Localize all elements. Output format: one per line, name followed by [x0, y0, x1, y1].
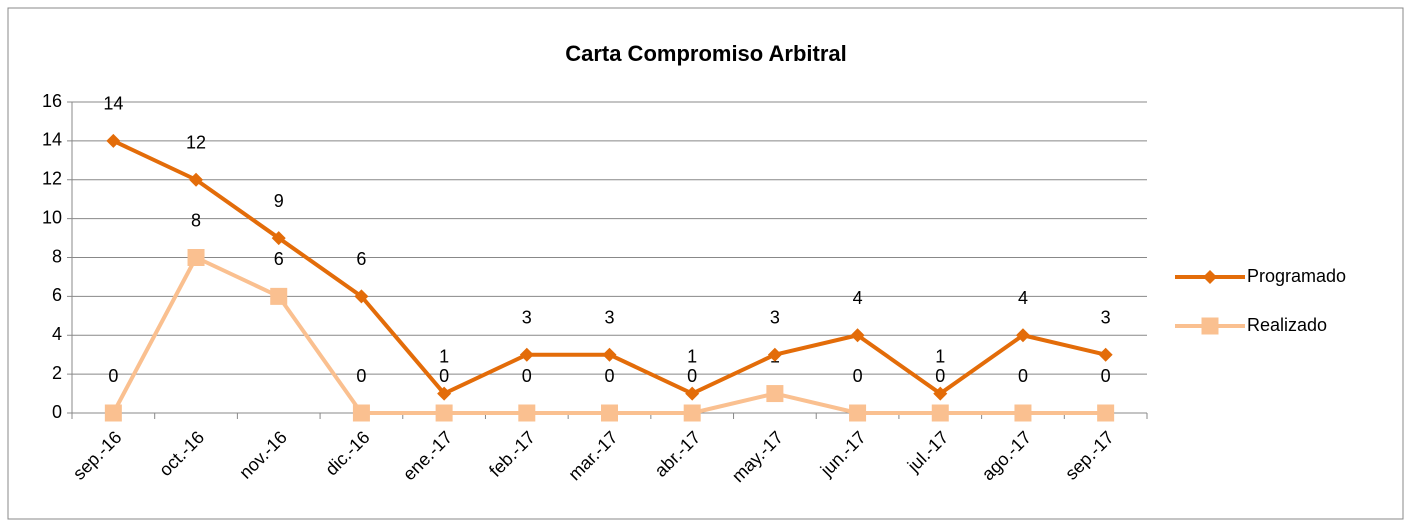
y-tick-label: 0 [52, 402, 62, 422]
point [685, 386, 700, 401]
point [1015, 328, 1030, 343]
point [354, 289, 369, 304]
legend-label: Realizado [1247, 315, 1327, 335]
data-label: 0 [935, 366, 945, 386]
point [766, 385, 784, 403]
data-label: 0 [522, 366, 532, 386]
data-label: 4 [853, 288, 863, 308]
point [435, 404, 453, 422]
data-label: 0 [853, 366, 863, 386]
point [767, 347, 782, 362]
data-label: 1 [439, 346, 449, 366]
data-label: 0 [356, 366, 366, 386]
point [187, 249, 205, 266]
point [437, 386, 452, 401]
data-label: 0 [604, 366, 614, 386]
point [352, 404, 370, 422]
y-tick-label: 16 [42, 91, 62, 111]
legend-marker [1203, 270, 1217, 284]
data-label: 3 [1101, 307, 1111, 327]
data-label: 14 [103, 94, 123, 114]
data-label: 6 [356, 249, 366, 269]
point [1097, 404, 1115, 422]
data-label: 3 [604, 307, 614, 327]
point [602, 347, 617, 362]
point [933, 386, 948, 401]
data-label: 1 [687, 346, 697, 366]
chart-title: Carta Compromiso Arbitral [565, 41, 847, 66]
point [519, 347, 534, 362]
point [189, 172, 204, 187]
y-tick-label: 10 [42, 207, 62, 227]
y-tick-label: 14 [42, 130, 62, 150]
y-tick-label: 8 [52, 246, 62, 266]
data-label: 1 [935, 346, 945, 366]
data-label: 3 [770, 307, 780, 327]
point [931, 404, 949, 422]
y-tick-label: 2 [52, 363, 62, 383]
data-label: 3 [522, 307, 532, 327]
data-label: 12 [186, 133, 206, 153]
data-label: 0 [439, 366, 449, 386]
y-tick-label: 6 [52, 285, 62, 305]
y-tick-label: 12 [42, 169, 62, 189]
data-label: 8 [191, 210, 201, 230]
point [106, 133, 121, 148]
point [850, 328, 865, 343]
data-label: 0 [108, 366, 118, 386]
point [518, 404, 536, 422]
legend-label: Programado [1247, 266, 1346, 286]
data-label: 6 [274, 249, 284, 269]
point [601, 404, 618, 422]
point [104, 404, 122, 422]
data-label: 9 [274, 191, 284, 211]
data-label: 0 [687, 366, 697, 386]
point [683, 404, 701, 422]
point [271, 231, 286, 246]
point [270, 287, 288, 305]
point [1014, 404, 1032, 422]
point [849, 404, 867, 422]
chart-border [7, 7, 1404, 520]
data-label: 0 [1101, 366, 1111, 386]
legend-marker [1201, 317, 1219, 335]
y-tick-label: 4 [52, 324, 62, 344]
data-label: 0 [1018, 366, 1028, 386]
point [1098, 347, 1113, 362]
data-label: 4 [1018, 288, 1028, 308]
